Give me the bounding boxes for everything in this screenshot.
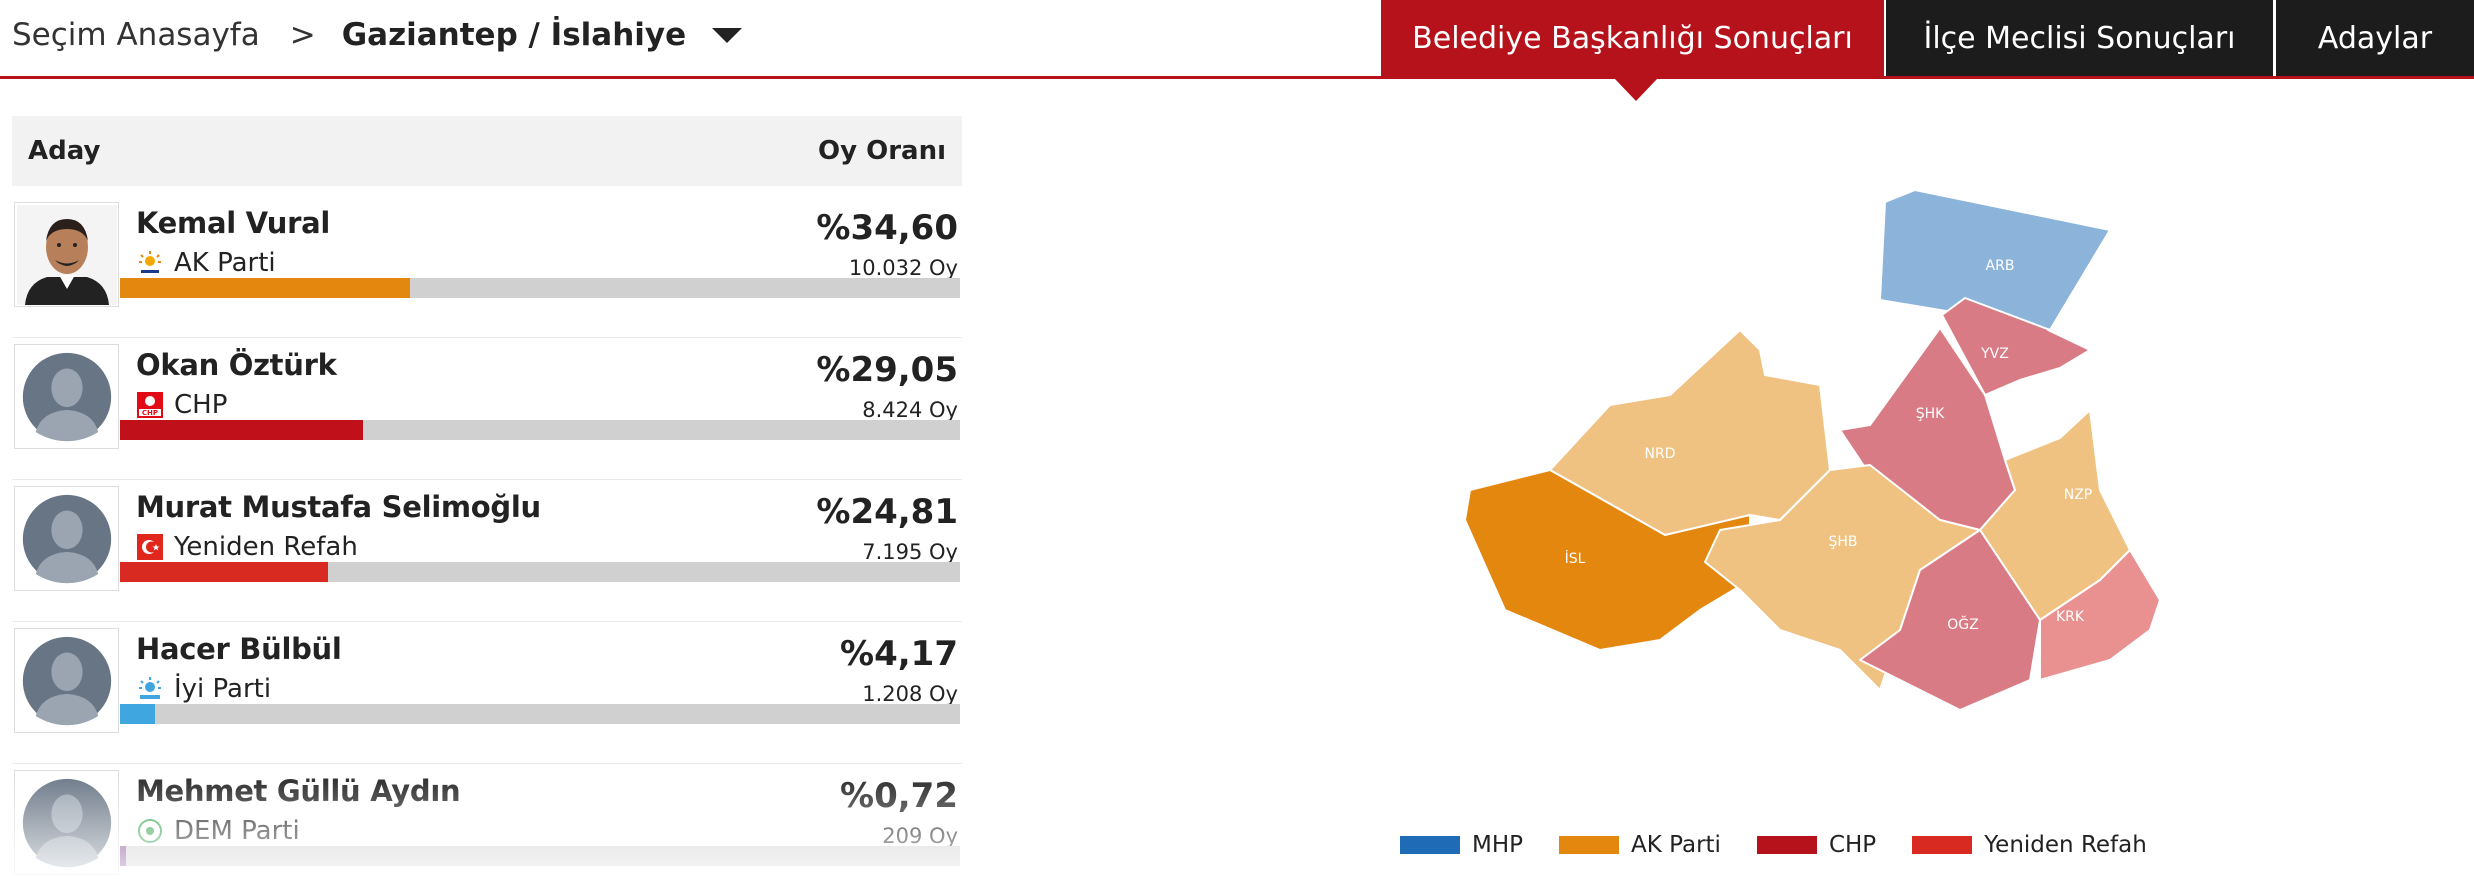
- legend-swatch: [1912, 836, 1973, 854]
- results-table-header: Aday Oy Oranı: [12, 116, 962, 186]
- iyi-parti-logo-icon: [136, 675, 164, 703]
- candidate-photo: [14, 770, 119, 875]
- map-legend: MHP AK Parti CHP Yeniden Refah: [1400, 828, 2183, 862]
- map-label-nzp: NZP: [2064, 487, 2093, 503]
- tab-council-results[interactable]: İlçe Meclisi Sonuçları: [1886, 0, 2273, 76]
- default-avatar-icon: [22, 636, 111, 725]
- party-name: DEM Parti: [174, 816, 300, 846]
- tab-candidates[interactable]: Adaylar: [2276, 0, 2474, 76]
- vote-share-bar: [120, 278, 960, 298]
- svg-text:CHP: CHP: [142, 409, 158, 417]
- vote-share-bar-fill: [120, 846, 127, 866]
- legend-label: AK Parti: [1631, 832, 1721, 858]
- breadcrumb: Seçim Anasayfa > Gaziantep / İslahiye: [12, 10, 743, 60]
- breadcrumb-home-link[interactable]: Seçim Anasayfa: [12, 17, 260, 53]
- vote-count: 10.032 Oy: [848, 256, 958, 280]
- column-header-candidate: Aday: [28, 136, 101, 166]
- chevron-down-icon[interactable]: [712, 27, 743, 43]
- top-navigation-bar: Seçim Anasayfa > Gaziantep / İslahiye Be…: [0, 0, 2474, 79]
- vote-count: 1.208 Oy: [862, 682, 958, 706]
- legend-label: CHP: [1828, 832, 1877, 858]
- map-label-yvz: YVZ: [1980, 346, 2009, 362]
- candidate-party: DEM Parti: [136, 816, 300, 846]
- party-name: CHP: [174, 390, 228, 420]
- legend-item: Yeniden Refah: [1912, 832, 2147, 858]
- candidate-name: Hacer Bülbül: [136, 632, 342, 666]
- candidate-party: AK Parti: [136, 248, 276, 278]
- column-header-vote-rate: Oy Oranı: [818, 136, 946, 166]
- map-region-yvz[interactable]: [1941, 297, 2091, 396]
- legend-item: MHP: [1400, 832, 1523, 858]
- candidate-party: Yeniden Refah: [136, 532, 358, 562]
- tab-label: Belediye Başkanlığı Sonuçları: [1412, 20, 1853, 56]
- vote-percentage: %4,17: [840, 634, 958, 674]
- ak-parti-logo-icon: [136, 249, 164, 277]
- default-avatar-icon: [22, 778, 111, 867]
- vote-share-bar-fill: [120, 278, 410, 298]
- vote-percentage: %0,72: [840, 776, 958, 816]
- vote-percentage: %34,60: [816, 208, 958, 248]
- vote-count: 8.424 Oy: [862, 398, 958, 422]
- dem-parti-logo-icon: [136, 817, 164, 845]
- map-label-arb: ARB: [1986, 258, 2015, 274]
- candidate-name: Mehmet Güllü Aydın: [136, 774, 461, 808]
- map-label-shb: ŞHB: [1828, 534, 1857, 550]
- legend-label: Yeniden Refah: [1984, 832, 2147, 858]
- candidate-party: İyi Parti: [136, 674, 271, 704]
- map-label-krk: KRK: [2056, 609, 2085, 625]
- tab-label: İlçe Meclisi Sonuçları: [1923, 20, 2236, 56]
- candidate-photo: [14, 202, 119, 307]
- candidate-row[interactable]: Hacer Bülbül İyi Parti %4,17 1.208 Oy: [12, 622, 962, 764]
- vote-count: 209 Oy: [882, 824, 958, 848]
- vote-count: 7.195 Oy: [862, 540, 958, 564]
- candidate-row[interactable]: Mehmet Güllü Aydın DEM Parti %0,72 209 O…: [12, 764, 962, 882]
- map-region-ogz[interactable]: [1859, 529, 2041, 711]
- map-region-shb[interactable]: [1704, 464, 1981, 691]
- tab-label: Adaylar: [2317, 20, 2433, 56]
- candidate-photo: [14, 344, 119, 449]
- vote-share-bar-fill: [120, 562, 328, 582]
- legend-item: CHP: [1756, 832, 1877, 858]
- district-map: ARB YVZ ŞHK NRD İSL ŞHB NZP OĞZ KRK: [1464, 190, 2160, 711]
- legend-swatch: [1756, 836, 1817, 854]
- tab-mayor-results[interactable]: Belediye Başkanlığı Sonuçları: [1381, 0, 1884, 76]
- candidate-row[interactable]: Kemal Vural AK Parti %34,60 10.032 Oy: [12, 196, 962, 338]
- legend-swatch: [1400, 836, 1460, 854]
- candidate-row[interactable]: Okan Öztürk CHP CHP %29,05 8.424 Oy: [12, 338, 962, 480]
- chp-logo-icon: CHP: [136, 391, 164, 419]
- location-selector[interactable]: Gaziantep / İslahiye: [341, 17, 687, 53]
- vote-percentage: %24,81: [816, 492, 958, 532]
- map-label-ogz: OĞZ: [1947, 615, 1978, 633]
- candidate-photo: [14, 628, 119, 733]
- candidate-name: Murat Mustafa Selimoğlu: [136, 490, 541, 524]
- map-region-isl[interactable]: [1464, 469, 1751, 651]
- party-name: AK Parti: [174, 248, 276, 278]
- candidate-photo: [14, 486, 119, 591]
- vote-share-bar-fill: [120, 420, 364, 440]
- active-tab-pointer: [1615, 79, 1657, 101]
- party-name: İyi Parti: [174, 674, 272, 704]
- default-avatar-icon: [22, 494, 111, 583]
- legend-label: MHP: [1472, 832, 1524, 858]
- map-label-shk: ŞHK: [1916, 406, 1945, 422]
- candidate-party: CHP CHP: [136, 390, 227, 420]
- vote-share-bar-fill: [120, 704, 155, 724]
- breadcrumb-separator: >: [289, 17, 316, 53]
- party-name: Yeniden Refah: [174, 532, 358, 562]
- vote-share-bar: [120, 420, 960, 440]
- map-label-nrd: NRD: [1645, 446, 1676, 462]
- candidate-row[interactable]: Murat Mustafa Selimoğlu Yeniden Refah %2…: [12, 480, 962, 622]
- vote-share-bar: [120, 846, 960, 866]
- legend-item: AK Parti: [1559, 832, 1721, 858]
- yeniden-refah-logo-icon: [136, 533, 164, 561]
- candidate-name: Kemal Vural: [136, 206, 331, 240]
- candidate-name: Okan Öztürk: [136, 348, 337, 382]
- map-region-krk[interactable]: [2039, 549, 2160, 681]
- default-avatar-icon: [22, 352, 111, 441]
- vote-percentage: %29,05: [816, 350, 958, 390]
- vote-share-bar: [120, 562, 960, 582]
- legend-swatch: [1559, 836, 1620, 854]
- map-label-isl: İSL: [1565, 549, 1586, 567]
- vote-share-bar: [120, 704, 960, 724]
